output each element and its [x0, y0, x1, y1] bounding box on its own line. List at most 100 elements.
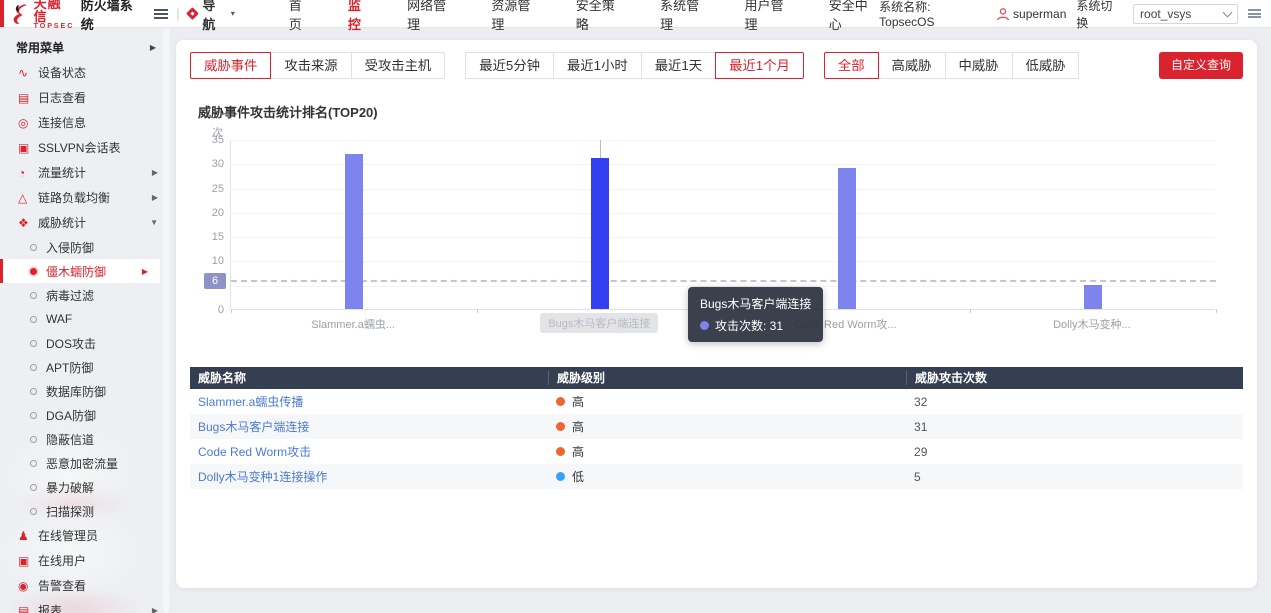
- sidebar-subitem-5[interactable]: DOS攻击: [0, 331, 170, 355]
- tab-level-2[interactable]: 高威胁: [877, 52, 946, 79]
- bar-4[interactable]: [1083, 285, 1102, 309]
- topbar: 天融信 TOPSEC 防火墙系统 | 导航 ▾ 首页 监控 网络管理 资源管理 安全策略…: [0, 0, 1271, 32]
- nav-item-1[interactable]: 首页: [288, 0, 302, 32]
- tab-type-3[interactable]: 受攻击主机: [350, 52, 446, 79]
- sidebar-item-5[interactable]: ◔ 流量统计 ▶: [0, 160, 170, 185]
- sidebar-item-bottom-2[interactable]: ▣ 在线用户: [0, 548, 170, 573]
- x-tick-label-4: Dolly木马变种...: [1053, 319, 1131, 331]
- y-tick-label: 35: [211, 134, 224, 146]
- sidebar-title[interactable]: 常用菜单 ▶: [0, 34, 170, 60]
- sidebar-item-6[interactable]: △ 链路负载均衡 ▶: [0, 185, 170, 210]
- nav-item-8[interactable]: 安全中心: [828, 0, 868, 32]
- sidebar-subitem-6[interactable]: APT防御: [0, 355, 170, 379]
- threat-name-link[interactable]: Dolly木马变种1连接操作: [198, 470, 328, 484]
- sidebar-subitem-2[interactable]: 僵木蠕防御 ▶: [0, 259, 160, 283]
- tab-time-2[interactable]: 最近1小时: [553, 52, 642, 79]
- bullet-icon: [30, 435, 37, 443]
- sidebar-item-label: 设备状态: [38, 66, 87, 80]
- link-load-balance-icon: △: [18, 190, 28, 205]
- tab-level-3[interactable]: 中威胁: [944, 52, 1013, 79]
- tab-level-4[interactable]: 低威胁: [1011, 52, 1080, 79]
- axis-tick: [231, 309, 232, 313]
- sidebar-subitem-label: 隐蔽信道: [46, 432, 95, 447]
- table-row: Slammer.a蠕虫传播 高 32: [190, 389, 1243, 414]
- bullet-icon: [30, 339, 37, 347]
- vsys-select[interactable]: root_vsys: [1133, 3, 1239, 24]
- nav-diamond-icon: [185, 7, 199, 20]
- sidebar-subitem-label: 暴力破解: [46, 480, 95, 495]
- tab-type-2[interactable]: 攻击来源: [270, 52, 352, 79]
- nav-item-3[interactable]: 网络管理: [407, 0, 447, 32]
- y-tick-label: 0: [217, 304, 224, 316]
- sidebar-subitem-11[interactable]: 暴力破解: [0, 475, 170, 499]
- nav-item-7[interactable]: 用户管理: [744, 0, 784, 32]
- nav-item-2[interactable]: 监控: [347, 0, 361, 32]
- gridline: [231, 285, 1215, 287]
- threat-name-link[interactable]: Slammer.a蠕虫传播: [198, 395, 304, 409]
- threat-name-cell: Code Red Worm攻击: [190, 443, 548, 460]
- bullet-icon: [30, 507, 37, 515]
- sidebar-item-bottom-1[interactable]: ♟ 在线管理员: [0, 523, 170, 548]
- tab-time-3[interactable]: 最近1天: [640, 52, 717, 79]
- sidebar-bottom-list: ♟ 在线管理员 ▣ 在线用户 ◉ 告警查看 ▤ 报表 ▶: [0, 523, 170, 613]
- time-tab-group: 最近5分钟 最近1小时 最近1天 最近1个月: [465, 52, 804, 79]
- sidebar-item-bottom-3[interactable]: ◉ 告警查看: [0, 573, 170, 598]
- sidebar-subitem-10[interactable]: 恶意加密流量: [0, 451, 170, 475]
- chart-tooltip: Bugs木马客户端连接 攻击次数: 31: [688, 287, 824, 342]
- chevron-right-icon: ▶: [151, 193, 158, 202]
- sidebar-item-label: 报表: [38, 604, 63, 613]
- sidebar-subitem-label: 扫描探测: [46, 504, 95, 519]
- tab-type-1[interactable]: 威胁事件: [190, 52, 272, 79]
- user-icon: [996, 7, 1010, 20]
- sidebar-subitem-label: 病毒过滤: [46, 288, 95, 303]
- x-tick-label-2: Bugs木马客户端连接: [540, 313, 659, 333]
- threat-name-link[interactable]: Code Red Worm攻击: [198, 445, 312, 459]
- sidebar-item-1[interactable]: ∿ 设备状态: [0, 60, 170, 85]
- sidebar-subitem-8[interactable]: DGA防御: [0, 403, 170, 427]
- severity-dot-icon: [556, 397, 566, 406]
- threat-name-link[interactable]: Bugs木马客户端连接: [198, 420, 310, 434]
- bar-3[interactable]: [837, 168, 856, 309]
- chevron-right-icon: ▶: [141, 266, 148, 276]
- tooltip-value: 攻击次数: 31: [715, 319, 784, 333]
- tab-level-1[interactable]: 全部: [823, 52, 879, 79]
- sidebar-scrollbar[interactable]: [163, 28, 169, 613]
- attack-count-value: 29: [914, 444, 928, 459]
- y-tick-label: 10: [211, 255, 224, 268]
- sidebar-item-3[interactable]: ◎ 连接信息: [0, 110, 170, 135]
- custom-query-button[interactable]: 自定义查询: [1158, 52, 1243, 79]
- tab-time-1[interactable]: 最近5分钟: [465, 52, 554, 79]
- user-menu[interactable]: superman: [996, 7, 1066, 21]
- nav-toggle[interactable]: 导航 ▾: [185, 0, 235, 33]
- brand-logo[interactable]: 天融信 TOPSEC: [10, 0, 75, 30]
- chevron-down-icon: ▼: [150, 218, 158, 227]
- sidebar-subitem-label: APT防御: [46, 360, 94, 375]
- switch-label: 系统切换: [1076, 0, 1113, 30]
- tooltip-row: 攻击次数: 31: [700, 317, 811, 334]
- menu-collapse-icon[interactable]: [154, 8, 169, 19]
- sidebar-subitem-1[interactable]: 入侵防御: [0, 235, 170, 259]
- level-tab-group: 全部 高威胁 中威胁 低威胁: [823, 52, 1080, 79]
- nav-item-5[interactable]: 安全策略: [575, 0, 615, 32]
- sidebar-item-7[interactable]: ❖ 威胁统计 ▼: [0, 210, 170, 235]
- bar-1[interactable]: [345, 154, 364, 309]
- sidebar-subitem-9[interactable]: 隐蔽信道: [0, 427, 170, 451]
- series-dot-icon: [700, 321, 709, 330]
- sidebar-item-4[interactable]: ▣ SSLVPN会话表: [0, 135, 170, 160]
- sidebar-item-bottom-4[interactable]: ▤ 报表 ▶: [0, 598, 170, 613]
- sidebar-subitem-12[interactable]: 扫描探测: [0, 499, 170, 523]
- sidebar-subitem-3[interactable]: 病毒过滤: [0, 283, 170, 307]
- sidebar-subitem-7[interactable]: 数据库防御: [0, 379, 170, 403]
- sidebar-item-2[interactable]: ▤ 日志查看: [0, 85, 170, 110]
- bar-2[interactable]: [591, 158, 610, 309]
- gridline: [231, 164, 1215, 166]
- topbar-red-accent: [0, 0, 4, 27]
- attack-count-cell: 5: [906, 470, 1243, 484]
- sidebar-subitem-4[interactable]: WAF: [0, 307, 170, 331]
- list-menu-icon[interactable]: [1248, 9, 1261, 18]
- bullet-icon: [30, 387, 37, 395]
- sidebar-item-label: SSLVPN会话表: [38, 141, 121, 155]
- nav-item-4[interactable]: 资源管理: [491, 0, 531, 32]
- tab-time-4[interactable]: 最近1个月: [715, 52, 804, 79]
- nav-item-6[interactable]: 系统管理: [660, 0, 700, 32]
